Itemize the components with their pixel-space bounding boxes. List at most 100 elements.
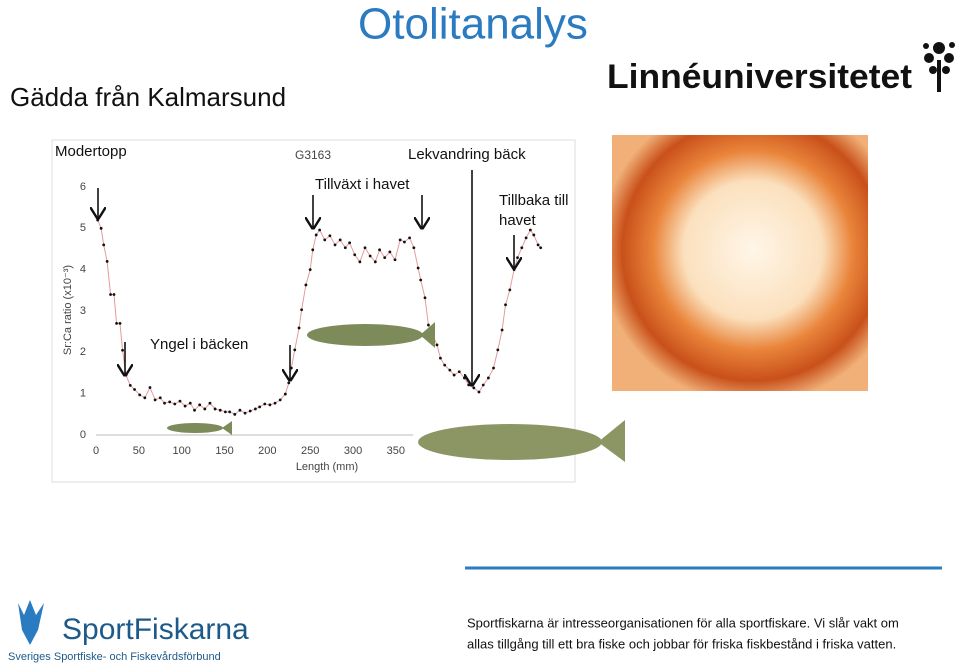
data-point	[193, 408, 196, 412]
data-point	[228, 410, 232, 414]
y-tick-label: 5	[80, 222, 86, 234]
data-point	[118, 322, 122, 325]
data-point	[253, 407, 257, 411]
x-tick-label: 0	[93, 445, 99, 457]
data-point	[323, 238, 327, 242]
data-point	[516, 256, 519, 260]
data-point	[258, 405, 262, 409]
data-point	[138, 393, 142, 397]
annotation: havet	[499, 212, 537, 229]
data-point	[102, 243, 106, 247]
data-point	[96, 218, 100, 222]
y-tick-label: 1	[80, 388, 86, 400]
pike-images	[167, 322, 625, 462]
data-point	[168, 400, 172, 404]
data-point	[121, 348, 124, 352]
data-point	[198, 403, 202, 407]
annotation: Lekvandring bäck	[408, 146, 526, 163]
annotation: Modertopp	[55, 143, 127, 160]
data-point	[363, 246, 367, 250]
data-point	[243, 411, 247, 415]
data-point	[486, 376, 490, 380]
data-point	[423, 296, 427, 300]
data-point	[273, 401, 277, 405]
otolith-image	[612, 135, 868, 391]
data-point	[419, 278, 423, 282]
chart-frame	[51, 139, 576, 483]
data-point	[133, 388, 136, 391]
data-point	[492, 366, 495, 370]
footer-text: allas tillgång till ett bra fiske och jo…	[467, 636, 896, 651]
data-point	[448, 368, 452, 372]
data-point	[368, 254, 372, 258]
data-point	[268, 403, 272, 407]
data-point	[504, 303, 507, 307]
data-point	[412, 246, 416, 250]
data-point	[105, 260, 109, 263]
data-point	[293, 348, 297, 352]
x-axis-label: Length (mm)	[296, 461, 358, 473]
data-point	[378, 248, 381, 252]
data-point	[333, 243, 337, 247]
data-point	[343, 246, 347, 250]
data-point	[539, 246, 543, 250]
data-line	[97, 219, 542, 415]
logo: Linnéuniversitetet	[607, 58, 912, 96]
data-point	[373, 260, 377, 264]
data-point	[283, 392, 287, 396]
data-point	[508, 288, 512, 292]
data-point	[338, 238, 342, 242]
y-tick-label: 0	[80, 429, 86, 441]
data-point	[477, 390, 481, 394]
data-point	[300, 308, 304, 312]
data-point	[311, 248, 315, 252]
y-tick-label: 4	[80, 264, 86, 276]
data-point	[278, 398, 282, 402]
data-point	[238, 408, 242, 412]
data-point	[203, 407, 207, 411]
data-point	[115, 322, 118, 325]
data-point	[520, 246, 524, 250]
x-tick-label: 300	[344, 445, 362, 457]
subtitle: Gädda från Kalmarsund	[10, 82, 286, 112]
annotation: Yngel i bäcken	[150, 336, 248, 353]
annotation: Tillbaka till	[499, 192, 568, 209]
data-point	[318, 228, 322, 232]
arrows	[98, 170, 514, 385]
x-tick-label: 100	[172, 445, 190, 457]
x-tick-label: 50	[133, 445, 145, 457]
data-point	[398, 238, 402, 242]
data-point	[403, 240, 406, 244]
x-tick-label: 350	[387, 445, 405, 457]
data-point	[183, 404, 187, 408]
data-point	[304, 283, 308, 287]
x-tick-label: 250	[301, 445, 319, 457]
data-point	[500, 328, 504, 332]
y-tick-label: 2	[80, 346, 86, 358]
annotation: Tillväxt i havet	[315, 176, 410, 193]
data-point	[143, 396, 147, 400]
y-tick-label: 3	[80, 305, 86, 317]
data-point	[524, 236, 528, 240]
data-point	[532, 233, 536, 237]
data-point	[463, 376, 466, 380]
footer-logo-subtitle: Sveriges Sportfiske- och Fiskevårdsförbu…	[8, 651, 221, 663]
y-axis-label: Sr:Ca ratio (x10⁻³)	[62, 265, 74, 355]
data-point	[536, 243, 540, 247]
data-point	[163, 401, 166, 405]
y-tick-label: 6	[80, 181, 86, 193]
footer-logo: SportFiskarna	[62, 613, 249, 646]
data-point	[112, 293, 116, 296]
x-tick-label: 200	[258, 445, 276, 457]
data-point	[452, 373, 456, 377]
data-point	[128, 384, 132, 387]
title: Otolitanalys	[358, 0, 588, 49]
data-point	[443, 363, 447, 367]
data-point	[393, 258, 397, 262]
data-point	[233, 412, 237, 416]
data-point	[314, 233, 318, 237]
data-point	[467, 383, 471, 387]
data-point	[158, 396, 162, 400]
x-tick-label: 150	[215, 445, 233, 457]
